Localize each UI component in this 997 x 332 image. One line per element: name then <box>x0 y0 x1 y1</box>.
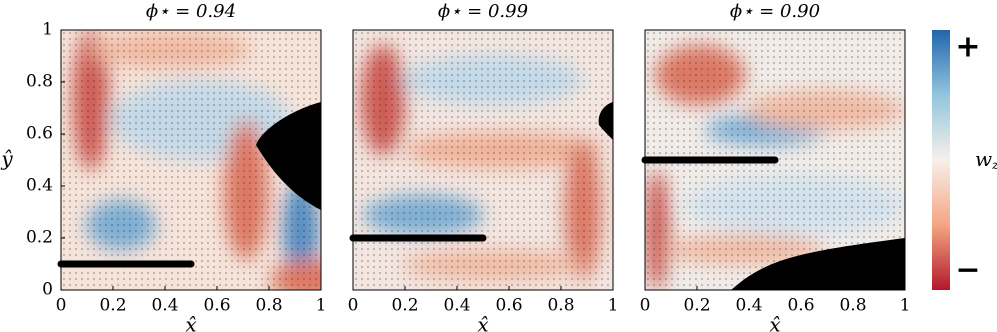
axes-frame <box>352 29 614 291</box>
x-tick-label: 1 <box>900 296 911 316</box>
panel-title: ϕ⋆ = 0.99 <box>438 1 528 22</box>
panel: ϕ⋆ = 0.99 0 0.2 0.4 0.6 0.8 1 x̂ <box>348 1 619 332</box>
x-tick-label: 1 <box>608 296 619 316</box>
x-tick-label: 0.6 <box>787 296 814 316</box>
panel: ϕ⋆ = 0.90 0 0.2 0.4 0.6 0.8 1 x̂ <box>640 1 911 332</box>
x-tick-label: 1 <box>316 296 327 316</box>
x-tick-label: 0.4 <box>443 296 470 316</box>
x-tick-label: 0.2 <box>99 296 126 316</box>
x-tick-label: 0 <box>640 296 651 316</box>
y-tick-label: 0.4 <box>26 176 53 196</box>
x-axis-label: x̂ <box>185 313 196 332</box>
obstacle <box>731 238 905 290</box>
panel-title: ϕ⋆ = 0.90 <box>730 1 820 22</box>
y-tick-label: 0.8 <box>26 72 53 92</box>
obstacle <box>256 102 321 210</box>
x-tick-label: 0.8 <box>255 296 282 316</box>
y-axis-label: ŷ <box>0 147 13 171</box>
vorticity-field <box>353 30 613 290</box>
colorbar-label-sub: z <box>991 158 997 172</box>
panel: ϕ⋆ = 0.94 0 0.2 0.4 0.6 0.8 1 0 0.2 0.4 0.6 0.8 1 x̂ ŷ <box>0 1 327 332</box>
x-tick-label: 0.2 <box>683 296 710 316</box>
y-tick-label: 0.2 <box>26 228 53 248</box>
axes-frame <box>60 29 322 291</box>
x-tick-label: 0 <box>56 296 67 316</box>
x-tick-label: 0 <box>348 296 359 316</box>
x-tick-label: 0.4 <box>151 296 178 316</box>
x-axis-label: x̂ <box>769 313 780 332</box>
x-tick-label: 0.2 <box>391 296 418 316</box>
x-tick-label: 0.6 <box>203 296 230 316</box>
panel-title: ϕ⋆ = 0.94 <box>146 1 236 22</box>
x-tick-label: 0.4 <box>735 296 762 316</box>
y-tick-label: 0.6 <box>26 124 53 144</box>
colorbar-top-label: + <box>955 30 980 65</box>
x-tick-label: 0.6 <box>495 296 522 316</box>
x-tick-label: 0.8 <box>547 296 574 316</box>
colorbar-bottom-label: − <box>955 253 980 288</box>
y-tick-label: 1 <box>42 20 53 40</box>
obstacle <box>598 102 613 140</box>
x-axis-label: x̂ <box>477 313 488 332</box>
colorbar-label-main: w <box>975 147 992 171</box>
colorbar-label: wz <box>975 147 997 172</box>
axes-frame <box>644 29 906 291</box>
colorbar <box>932 30 950 290</box>
vorticity-field <box>61 30 321 290</box>
y-tick-label: 0 <box>42 280 53 300</box>
x-tick-label: 0.8 <box>839 296 866 316</box>
